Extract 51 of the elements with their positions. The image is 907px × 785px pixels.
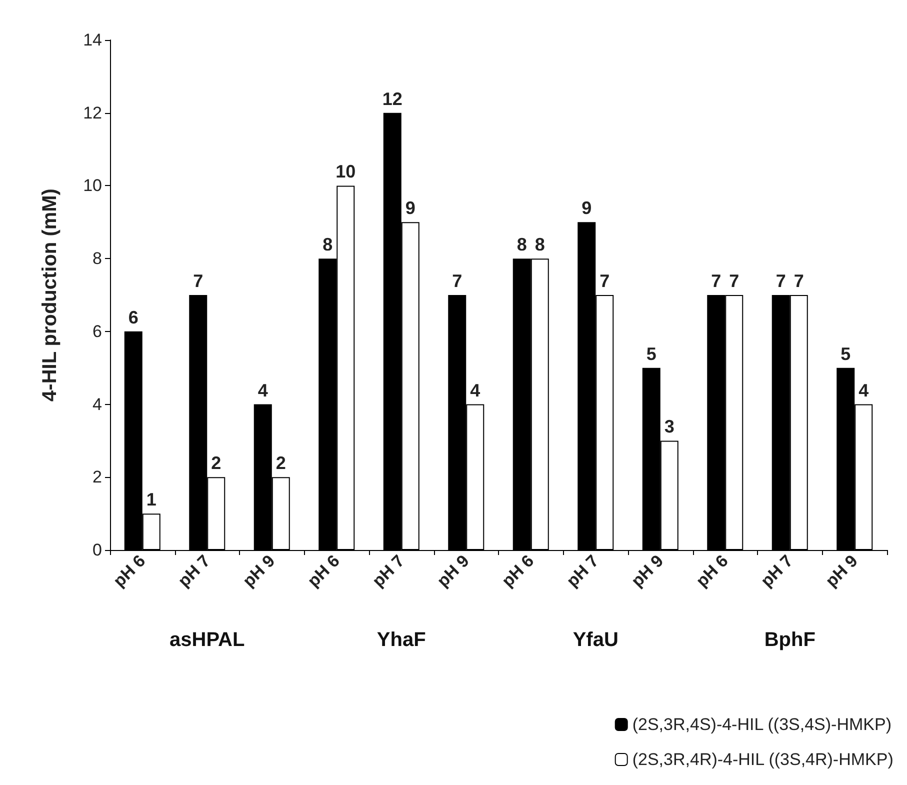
- x-tick-label: pH 9: [433, 551, 473, 591]
- data-label: 7: [794, 271, 804, 291]
- data-label: 1: [146, 490, 156, 510]
- x-tick-label: pH 7: [757, 551, 797, 591]
- data-label: 12: [382, 88, 402, 109]
- y-tick-label: 14: [83, 30, 102, 50]
- data-label: 5: [840, 344, 851, 364]
- x-tick-label: pH 9: [628, 551, 668, 591]
- x-tick-label: pH 6: [498, 551, 538, 591]
- data-label: 8: [516, 234, 527, 255]
- data-label: 7: [776, 271, 786, 291]
- x-tick-label: pH 6: [304, 551, 344, 591]
- x-tick-label: pH 7: [174, 551, 214, 591]
- data-label: 9: [582, 198, 592, 218]
- legend-label: (2S,3R,4R)-4-HIL ((3S,4R)-HMKP): [632, 750, 894, 769]
- data-label: 6: [128, 307, 138, 328]
- y-tick-label: 4: [92, 394, 102, 414]
- text: YfaU: [572, 629, 618, 651]
- y-tick-label: 10: [83, 176, 102, 196]
- text: asHPAL: [170, 629, 245, 651]
- data-label: 9: [405, 198, 416, 218]
- data-label: 4: [470, 380, 480, 400]
- x-tick-label: pH 9: [239, 551, 279, 591]
- data-label: 7: [193, 271, 204, 291]
- data-label: 8: [322, 234, 333, 255]
- y-tick-label: 2: [92, 468, 102, 487]
- legend-label: (2S,3R,4S)-4-HIL ((3S,4S)-HMKP): [632, 715, 892, 734]
- y-tick-label: 0: [92, 540, 102, 560]
- data-label: 8: [534, 234, 545, 255]
- x-tick-label: pH 7: [368, 551, 408, 591]
- y-tick-label: 6: [92, 322, 102, 341]
- y-tick-label: 8: [92, 249, 102, 268]
- y-tick-label: 12: [83, 103, 102, 122]
- x-tick-label: pH 6: [110, 551, 150, 591]
- data-label: 2: [276, 453, 286, 474]
- data-label: 4: [258, 380, 268, 400]
- data-label: 4: [858, 380, 869, 400]
- text: BphF: [764, 629, 816, 651]
- data-label: 7: [729, 271, 740, 291]
- data-label: 2: [211, 453, 222, 474]
- data-label: 10: [336, 162, 356, 182]
- data-label: 5: [646, 344, 656, 364]
- x-tick-label: pH 6: [692, 551, 732, 591]
- y-axis-title: 4-HIL production (mM): [39, 188, 61, 402]
- x-tick-label: pH 9: [822, 551, 862, 591]
- text: YhaF: [376, 629, 426, 651]
- x-tick-label: pH 7: [562, 551, 602, 591]
- data-label: 7: [600, 271, 610, 291]
- data-label: 3: [664, 416, 674, 437]
- data-label: 7: [711, 271, 722, 291]
- data-label: 7: [452, 271, 462, 291]
